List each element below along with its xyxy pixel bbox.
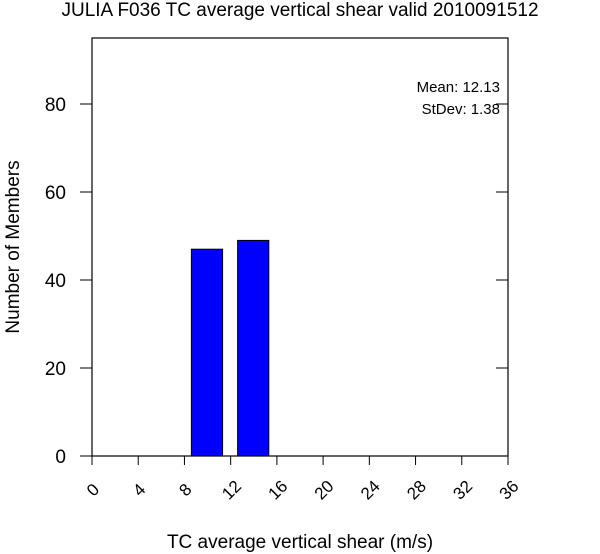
y-tick-label-60: 60 (45, 183, 66, 204)
x-tick-label-16: 16 (265, 477, 292, 504)
y-axis: 0 20 40 60 80 (45, 95, 508, 468)
plot-frame (91, 37, 509, 457)
x-axis-label: TC average vertical shear (m/s) (167, 532, 433, 553)
y-axis-label: Number of Members (3, 160, 24, 333)
x-tick-label-36: 36 (496, 477, 523, 504)
x-tick-label-28: 28 (403, 477, 430, 504)
x-tick-label-8: 8 (175, 480, 195, 500)
x-tick-label-12: 12 (218, 477, 245, 504)
y-tick-label-0: 0 (55, 447, 66, 468)
x-axis: 0 4 8 12 16 20 24 28 32 36 (83, 456, 522, 503)
y-tick-label-20: 20 (45, 359, 66, 380)
x-tick-label-32: 32 (449, 477, 476, 504)
x-tick-label-24: 24 (357, 477, 384, 504)
bar-0 (190, 248, 224, 457)
x-tick-label-20: 20 (311, 477, 338, 504)
bar-1 (237, 239, 270, 457)
y-tick-label-80: 80 (45, 95, 66, 116)
chart-title: JULIA F036 TC average vertical shear val… (61, 0, 538, 21)
x-tick-label-0: 0 (83, 480, 103, 500)
bars-group (190, 239, 270, 457)
y-tick-label-40: 40 (45, 271, 66, 292)
x-tick-label-4: 4 (129, 480, 149, 500)
mean-label: Mean: 12.13 (417, 79, 500, 96)
stdev-label: StDev: 1.38 (422, 101, 500, 118)
